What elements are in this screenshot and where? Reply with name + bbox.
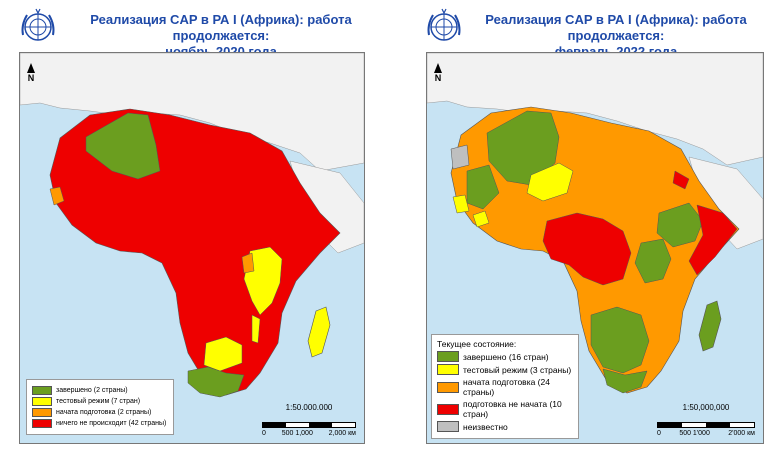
region-south-testing bbox=[203, 336, 243, 372]
region-north-completed bbox=[486, 110, 560, 186]
legend-item: тестовый режим (7 стран) bbox=[32, 397, 168, 406]
legend-swatch bbox=[437, 381, 459, 393]
region-east-testing bbox=[243, 246, 283, 316]
scale-bar: 1:50.000.000 0 500 1,000 2,000 км bbox=[262, 403, 356, 437]
north-arrow-icon: N bbox=[26, 63, 36, 83]
legend-swatch bbox=[437, 421, 459, 432]
madagascar bbox=[307, 306, 331, 358]
africa-landmass bbox=[49, 108, 341, 396]
region-south-africa-completed bbox=[602, 368, 648, 394]
north-arrow-icon: N bbox=[433, 63, 443, 83]
wmo-emblem-icon bbox=[21, 8, 55, 41]
map-panel-2020: Реализация CAP в РА I (Африка): работа п… bbox=[19, 8, 365, 444]
legend-item: начата подготовка (24 страны) bbox=[437, 377, 573, 397]
region-malawi-testing bbox=[251, 314, 261, 344]
legend-item: завершено (2 страны) bbox=[32, 386, 168, 395]
region-eritrea-not-started bbox=[672, 170, 690, 190]
legend-swatch bbox=[437, 364, 459, 375]
legend-item: подготовка не начата (10 стран) bbox=[437, 399, 573, 419]
region-somalia-not-started bbox=[688, 204, 738, 276]
region-west-testing bbox=[452, 194, 470, 214]
wmo-emblem-icon bbox=[427, 8, 461, 41]
region-niger-testing bbox=[526, 162, 574, 202]
map-canvas bbox=[427, 53, 763, 394]
legend-heading: Текущее состояние: bbox=[437, 339, 517, 349]
map-panel-2022: Реализация CAP в РА I (Африка): работа п… bbox=[384, 0, 768, 458]
europe-landmass bbox=[20, 53, 364, 172]
legend-swatch bbox=[437, 351, 459, 362]
africa-map-2020: N завершено (2 страны) тестовый режим (7… bbox=[19, 52, 365, 444]
region-west-completed bbox=[466, 164, 500, 210]
region-south-africa-completed bbox=[187, 366, 245, 398]
scale-bar: 1:50,000,000 0 500 1'000 2'000 км bbox=[657, 403, 755, 437]
europe-landmass bbox=[427, 53, 763, 166]
legend-swatch bbox=[32, 408, 52, 417]
region-east-preparation bbox=[241, 252, 255, 274]
legend-swatch bbox=[32, 386, 52, 395]
region-west-coast-preparation bbox=[49, 186, 65, 206]
legend-swatch bbox=[32, 397, 52, 406]
region-east-africa-completed bbox=[634, 238, 672, 284]
legend-item: завершено (16 стран) bbox=[437, 351, 573, 362]
region-east-completed bbox=[656, 202, 704, 248]
madagascar bbox=[698, 300, 722, 352]
legend-item: тестовый режим (3 страны) bbox=[437, 364, 573, 375]
legend-item: начата подготовка (2 страны) bbox=[32, 408, 168, 417]
region-south-completed bbox=[590, 306, 650, 374]
legend-swatch bbox=[437, 403, 459, 415]
map-legend: Текущее состояние: завершено (16 стран) … bbox=[431, 334, 579, 439]
region-central-not-started bbox=[542, 212, 632, 286]
africa-map-2022: N Текущее состояние: завершено (16 стран… bbox=[426, 52, 764, 444]
legend-item: ничего не происходит (42 страны) bbox=[32, 419, 168, 428]
region-unknown bbox=[450, 144, 470, 170]
region-algeria-completed bbox=[85, 112, 161, 180]
map-legend: завершено (2 страны) тестовый режим (7 с… bbox=[26, 379, 174, 435]
region-guinea-testing bbox=[472, 210, 490, 228]
legend-swatch bbox=[32, 419, 52, 428]
map-canvas bbox=[20, 53, 364, 398]
legend-item: неизвестно bbox=[437, 421, 573, 432]
